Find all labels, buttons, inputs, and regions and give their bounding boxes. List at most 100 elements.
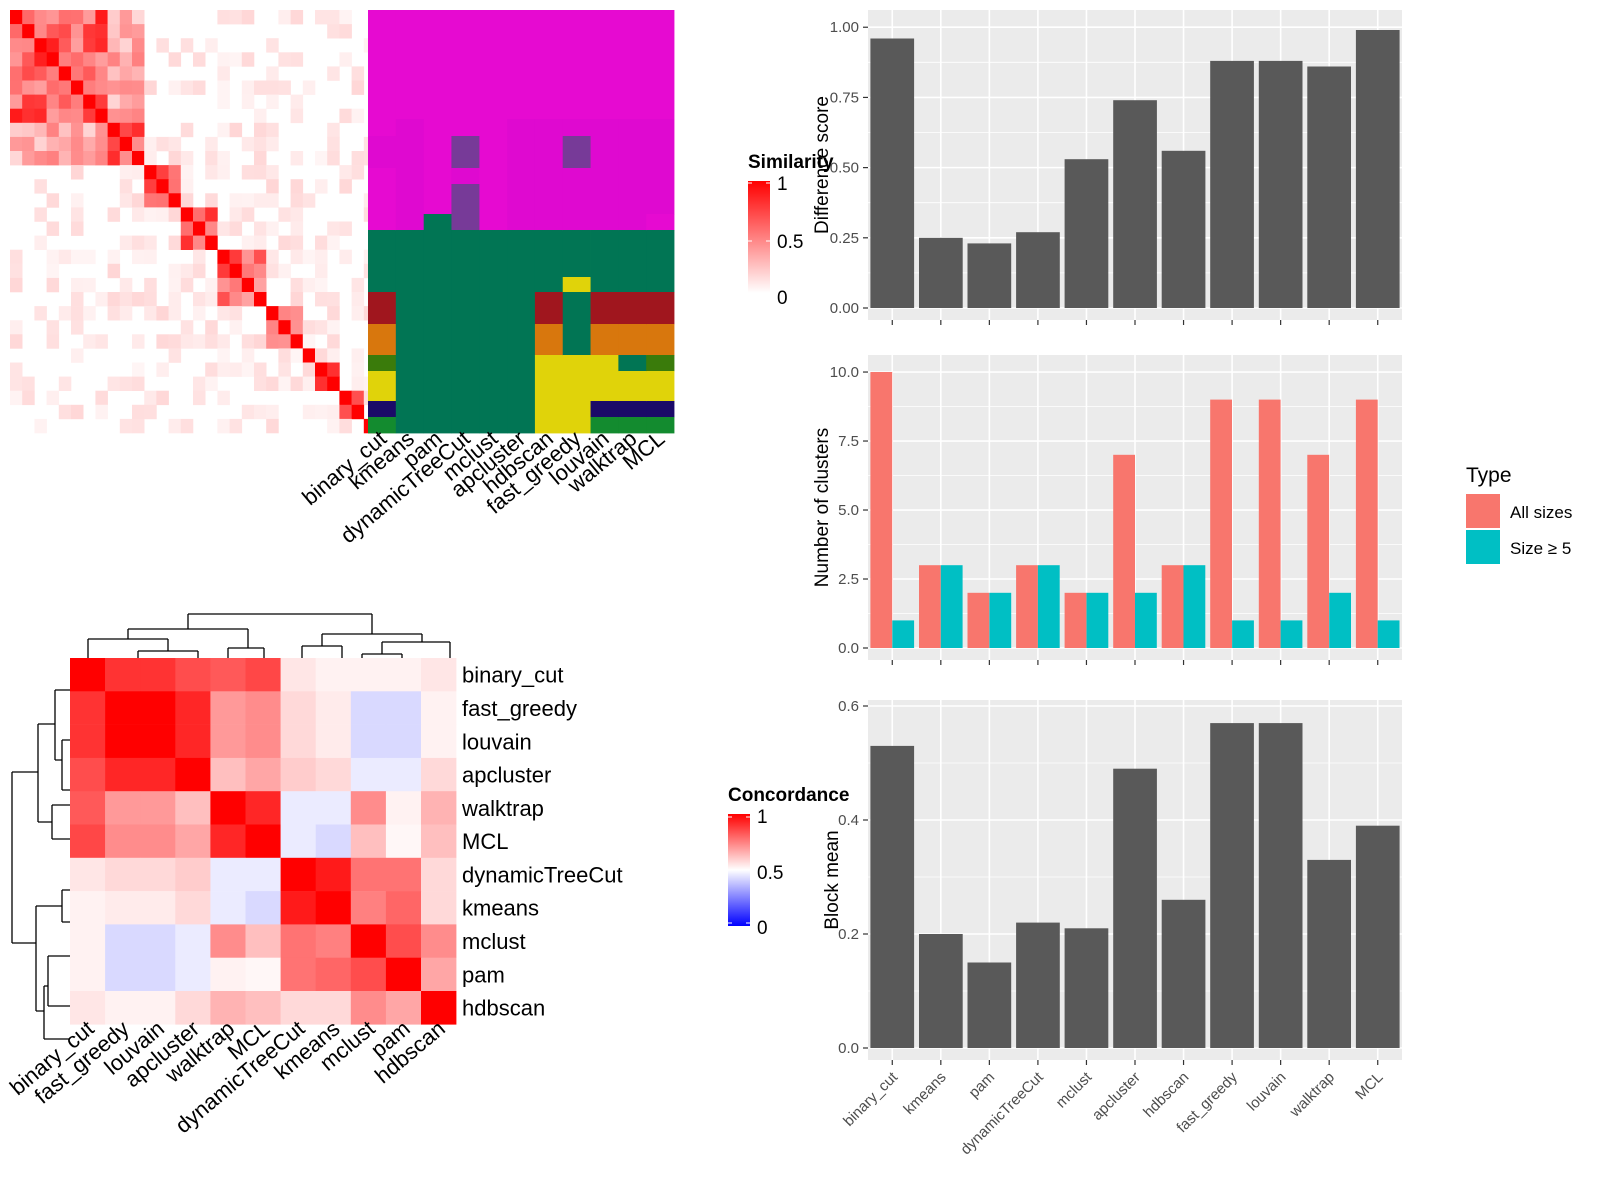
similarity-cell <box>144 80 157 95</box>
similarity-cell <box>71 277 84 293</box>
bar-all-sizes <box>1258 399 1281 648</box>
similarity-cell <box>119 24 133 39</box>
similarity-cell <box>10 362 23 377</box>
membership-cell <box>368 230 397 293</box>
similarity-cell <box>266 404 279 420</box>
membership-cell <box>368 401 397 418</box>
similarity-cell <box>290 320 304 335</box>
similarity-cell <box>144 136 157 152</box>
concordance-cell <box>385 791 422 825</box>
similarity-cell <box>180 334 194 349</box>
similarity-cell <box>132 235 145 250</box>
membership-cell <box>562 355 591 434</box>
similarity-cell <box>10 10 23 25</box>
similarity-cell <box>71 136 84 152</box>
similarity-cell <box>254 193 267 208</box>
similarity-cell <box>132 376 145 391</box>
similarity-cell <box>278 348 291 363</box>
membership-cell <box>507 230 536 434</box>
similarity-cell <box>46 277 60 293</box>
similarity-cell <box>290 108 304 124</box>
similarity-cell <box>168 348 182 363</box>
similarity-cell <box>95 334 108 349</box>
similarity-cell <box>22 136 35 152</box>
similarity-cell <box>156 136 169 152</box>
similarity-cell <box>241 10 255 25</box>
similarity-cell <box>254 80 267 95</box>
similarity-cell <box>254 334 267 349</box>
similarity-cell <box>34 418 47 434</box>
similarity-cell <box>278 362 291 377</box>
similarity-cell <box>132 362 145 377</box>
concordance-cell <box>105 891 141 925</box>
legend-swatch-size5 <box>1466 530 1500 564</box>
similarity-cell <box>180 193 194 208</box>
similarity-cell <box>58 52 72 67</box>
similarity-cell <box>315 404 328 420</box>
similarity-cell <box>351 165 365 180</box>
similarity-legend-title: Similarity <box>748 152 834 173</box>
similarity-cell <box>46 38 60 53</box>
similarity-cell <box>266 94 279 109</box>
y-tick-label: 0.75 <box>830 89 859 106</box>
concordance-row-label: louvain <box>462 729 532 754</box>
similarity-cell <box>132 165 145 180</box>
concordance-cell <box>245 891 281 925</box>
column-dendrogram <box>87 613 451 664</box>
similarity-cell <box>10 390 23 406</box>
membership-cell <box>423 214 452 434</box>
y-tick-label: 1.00 <box>830 19 859 36</box>
similarity-cell <box>71 52 84 67</box>
similarity-cell <box>339 179 352 194</box>
membership-cell <box>562 10 591 137</box>
similarity-cell <box>254 221 267 236</box>
concordance-cell <box>140 691 176 725</box>
similarity-matrix <box>10 10 377 434</box>
similarity-cell <box>144 179 157 194</box>
membership-cell <box>368 10 397 231</box>
concordance-cell <box>421 857 457 892</box>
concordance-cell <box>140 757 176 792</box>
concordance-cell <box>105 924 141 958</box>
similarity-cell <box>278 235 291 250</box>
similarity-cell <box>71 348 84 363</box>
bar-size5 <box>1280 620 1303 648</box>
similarity-cell <box>83 334 96 349</box>
similarity-cell <box>22 151 35 166</box>
similarity-cell <box>254 122 267 138</box>
similarity-cell <box>95 122 108 138</box>
concordance-cell <box>421 891 457 925</box>
bar <box>1113 100 1157 308</box>
bar <box>1258 723 1303 1048</box>
membership-cell <box>395 230 425 434</box>
concordance-legend-tick: 0.5 <box>757 863 783 884</box>
membership-cell <box>590 417 619 434</box>
concordance-cell <box>280 691 316 725</box>
similarity-cell <box>58 108 72 124</box>
concordance-cell <box>210 724 246 759</box>
similarity-legend-tick: 0 <box>777 288 788 309</box>
concordance-cell <box>315 857 352 892</box>
similarity-cell <box>180 151 194 166</box>
similarity-cell <box>83 24 96 39</box>
similarity-cell <box>34 66 47 81</box>
x-tick-label: louvain <box>1244 1069 1290 1115</box>
similarity-cell <box>290 151 304 166</box>
similarity-cell <box>254 165 267 180</box>
similarity-cell <box>22 94 35 109</box>
concordance-cell <box>280 724 316 759</box>
similarity-cell <box>168 80 182 95</box>
bar-size5 <box>940 565 963 648</box>
bar-size5 <box>892 620 915 648</box>
concordance-cell <box>245 957 281 992</box>
similarity-cell <box>290 207 304 222</box>
bar <box>1113 768 1157 1048</box>
similarity-cell <box>168 292 182 307</box>
similarity-cell <box>266 306 279 321</box>
similarity-cell <box>351 376 365 391</box>
membership-cell <box>368 292 397 325</box>
concordance-cell <box>210 924 246 958</box>
similarity-cell <box>302 404 316 420</box>
similarity-cell <box>351 404 365 420</box>
